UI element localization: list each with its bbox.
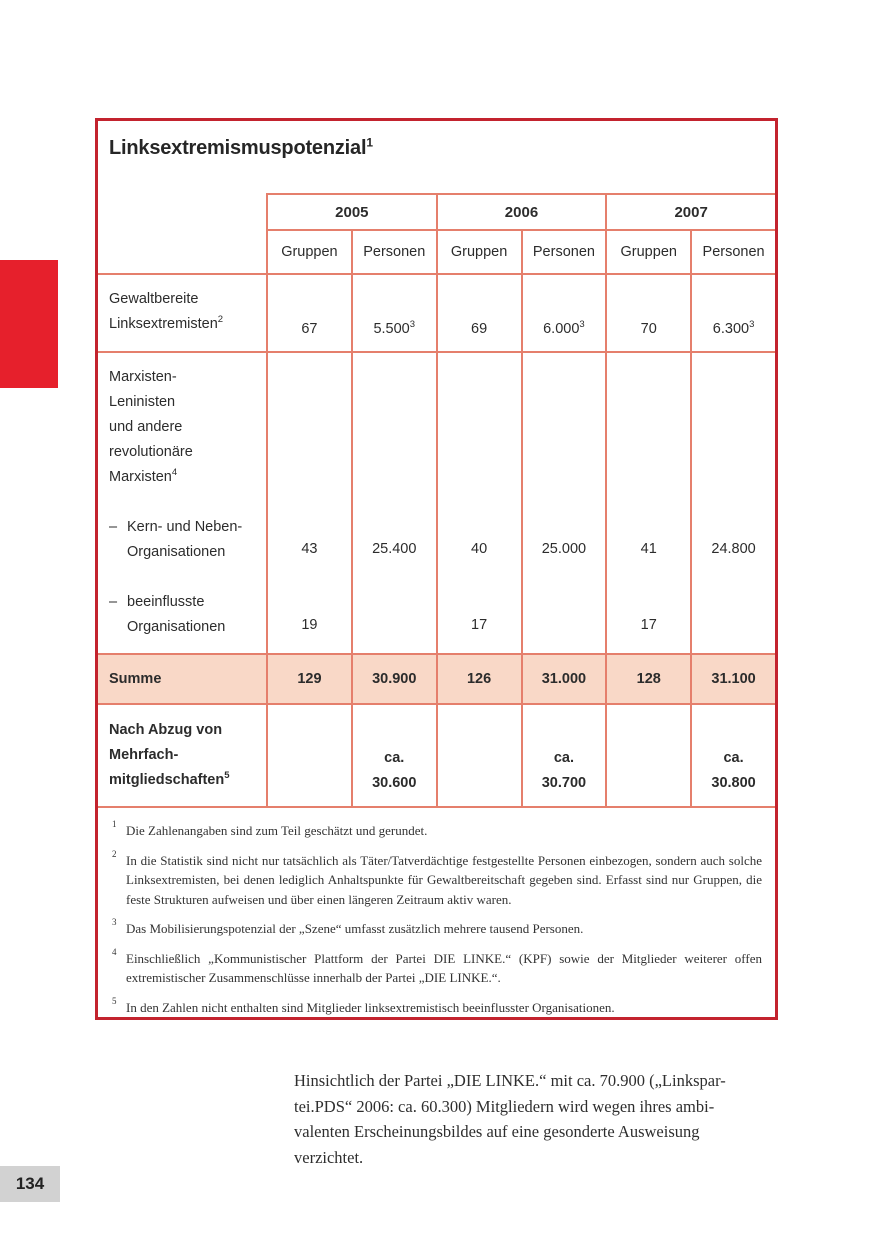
footnote-marker: 5 (224, 770, 230, 782)
row-label-gewaltbereite: Gewaltbereite Linksextremisten2 (98, 273, 266, 351)
value-cell: ca. 30.800 (690, 703, 775, 806)
value-cell: 41 17 (605, 351, 691, 653)
table-title: Linksextremismuspotenzial1 (109, 135, 373, 160)
sub-item-kern-und-neben: – Kern- und Neben- Organisationen (109, 515, 260, 565)
year-header-2007: 2007 (605, 193, 775, 231)
value: 70 (640, 321, 657, 337)
page-number: 134 (0, 1166, 60, 1202)
value-cell: 25.000 (520, 351, 606, 653)
dash: – (109, 519, 118, 535)
empty-corner-cell (98, 231, 266, 273)
value: 6.300 (712, 321, 750, 337)
row-label-nach-abzug: Nach Abzug von Mehrfach- mitgliedschafte… (98, 703, 266, 806)
table-title-text: Linksextremismuspotenzial (109, 137, 367, 159)
sum-value-cell: 126 (435, 653, 521, 703)
year-header-2006: 2006 (435, 193, 606, 231)
row-label-text: Marxisten- Leninisten und andere revolut… (109, 369, 193, 485)
footnote-1: 1 Die Zahlenangaben sind zum Teil geschät… (112, 819, 428, 839)
column-header-personen: Personen (690, 231, 775, 273)
value-cell (266, 703, 351, 806)
value-cell (435, 703, 521, 806)
data-grid: 2005 2006 2007 Gruppen Personen Gruppen … (98, 193, 775, 806)
row-label-summe: Summe (98, 653, 266, 703)
dash: – (109, 594, 118, 610)
value-cell: ca. 30.700 (520, 703, 606, 806)
value-cell: 6.0003 (520, 273, 606, 351)
sum-value-cell: 128 (605, 653, 691, 703)
row-label-marxisten: Marxisten- Leninisten und andere revolut… (98, 351, 266, 653)
value: 6.000 (543, 321, 580, 337)
body-paragraph: Hinsichtlich der Partei „DIE LINKE.“ mit… (294, 1071, 726, 1167)
footnotes-section: 1 Die Zahlenangaben sind zum Teil geschät… (98, 806, 775, 1017)
footnote-2: 2 In die Statistik sind nicht nur tatsäch… (112, 848, 762, 907)
statistics-table: Linksextremismuspotenzial1 2005 2006 200… (95, 118, 778, 1020)
column-header-gruppen: Gruppen (266, 231, 351, 273)
footnote-marker: 4 (171, 467, 178, 479)
value-cell: 24.800 (690, 351, 775, 653)
footnote-4: 4 Einschließlich „Kommunistischer Plattfo… (112, 946, 762, 985)
value-cell: 69 (435, 273, 521, 351)
value-cell: ca. 30.600 (350, 703, 436, 806)
table-title-footnote-marker: 1 (366, 135, 373, 150)
value-cell (605, 703, 691, 806)
value-cell: 40 17 (435, 351, 521, 653)
sub-item-beeinflusste: – beeinflusste Organisationen (109, 590, 260, 640)
value-cell: 67 (266, 273, 351, 351)
chapter-tab-marker (0, 260, 58, 388)
value: 69 (471, 321, 488, 337)
footnote-5: 5 In den Zahlen nicht enthalten sind Mitg… (112, 995, 615, 1015)
footnote-marker: 2 (217, 314, 224, 326)
column-header-personen: Personen (520, 231, 606, 273)
value-cell: 6.3003 (690, 273, 775, 351)
value-cell: 70 (605, 273, 691, 351)
column-header-personen: Personen (350, 231, 436, 273)
column-header-gruppen: Gruppen (435, 231, 521, 273)
footnote-marker: 3 (749, 319, 755, 331)
column-header-gruppen: Gruppen (605, 231, 690, 273)
value-cell: 43 19 (266, 351, 351, 653)
footnote-marker: 3 (579, 319, 585, 331)
row-label-text: Gewaltbereite Linksextremisten (109, 291, 218, 332)
sum-value-cell: 31.100 (690, 653, 775, 703)
footnote-3: 3 Das Mobilisierungspotenzial der „Szene“… (112, 917, 584, 937)
footnote-marker: 3 (409, 319, 416, 331)
value-cell: 5.5003 (350, 273, 436, 351)
value: 5.500 (373, 321, 410, 337)
empty-corner-cell (98, 193, 266, 231)
value: 67 (301, 321, 318, 337)
sum-value-cell: 31.000 (520, 653, 606, 703)
value-cell: 25.400 (350, 351, 436, 653)
sum-value-cell: 30.900 (350, 653, 436, 703)
sum-value-cell: 129 (266, 653, 351, 703)
year-header-2005: 2005 (266, 193, 436, 231)
